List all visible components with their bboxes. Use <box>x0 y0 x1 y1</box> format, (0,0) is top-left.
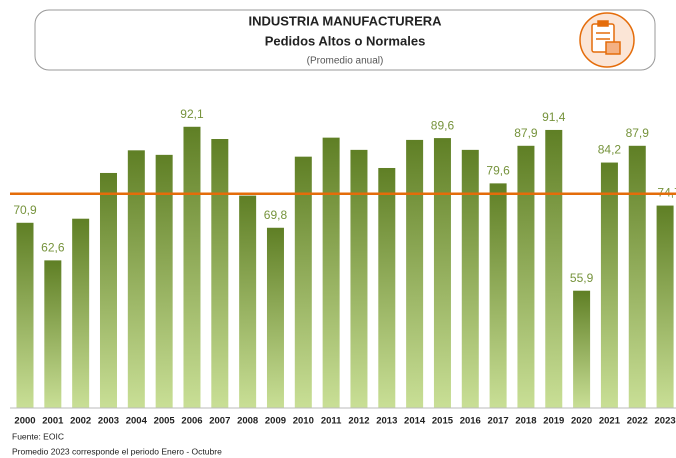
bar <box>127 150 145 408</box>
x-tick-label: 2022 <box>627 416 648 427</box>
bar <box>211 139 229 408</box>
bar <box>183 126 201 409</box>
bar <box>433 138 451 408</box>
bar <box>378 167 396 408</box>
x-tick-label: 2021 <box>599 416 621 427</box>
bar <box>545 129 563 408</box>
data-label: 87,9 <box>514 126 538 140</box>
bar <box>573 290 591 408</box>
data-label: 62,6 <box>41 241 65 255</box>
x-tick-label: 2006 <box>181 416 202 427</box>
chart-subtitle: Pedidos Altos o Normales <box>265 33 426 48</box>
x-tick-label: 2016 <box>460 416 481 427</box>
data-label: 84,2 <box>598 143 622 157</box>
x-tick-label: 2002 <box>70 416 91 427</box>
x-tick-label: 2018 <box>515 416 536 427</box>
x-tick-label: 2015 <box>432 416 454 427</box>
data-label: 69,8 <box>264 208 288 222</box>
data-label: 92,1 <box>180 107 204 121</box>
unit-note: (Promedio anual) <box>307 56 384 67</box>
bar <box>155 154 173 408</box>
icon <box>579 12 635 68</box>
bar <box>16 222 34 408</box>
x-tick-label: 2008 <box>237 416 258 427</box>
x-tick-label: 2012 <box>348 416 369 427</box>
x-tick-label: 2013 <box>376 416 397 427</box>
bar <box>294 156 312 408</box>
footnote: Fuente: EOIC <box>12 431 64 441</box>
data-label: 89,6 <box>431 118 455 132</box>
x-tick-label: 2017 <box>488 416 509 427</box>
bar <box>350 149 368 408</box>
x-tick-label: 2003 <box>98 416 119 427</box>
x-tick-label: 2011 <box>321 416 342 427</box>
bar <box>72 218 90 408</box>
bar <box>600 162 618 408</box>
x-tick-label: 2007 <box>209 416 230 427</box>
bar <box>44 260 62 408</box>
x-tick-label: 2009 <box>265 416 286 427</box>
bar <box>656 205 674 408</box>
x-tick-label: 2004 <box>126 416 148 427</box>
bar <box>517 145 535 408</box>
bar <box>322 137 340 408</box>
x-tick-label: 2014 <box>404 416 426 427</box>
bar <box>628 145 646 408</box>
bar <box>406 139 424 408</box>
bar <box>489 183 507 408</box>
bar <box>461 149 479 408</box>
data-label: 79,6 <box>486 164 510 178</box>
footnote: Promedio 2023 corresponde el periodo Ene… <box>12 446 222 456</box>
x-tick-label: 2020 <box>571 416 592 427</box>
bar <box>239 195 257 408</box>
x-tick-label: 2023 <box>655 416 676 427</box>
title-box <box>34 9 656 71</box>
data-label: 87,9 <box>626 126 650 140</box>
x-tick-label: 2000 <box>14 416 35 427</box>
x-tick-label: 2005 <box>154 416 176 427</box>
bar <box>266 227 284 408</box>
x-tick-label: 2010 <box>293 416 314 427</box>
x-tick-label: 2019 <box>543 416 564 427</box>
bar <box>99 172 117 408</box>
chart-title: INDUSTRIA MANUFACTURERA <box>248 13 442 28</box>
x-tick-label: 2001 <box>42 416 64 427</box>
data-label: 55,9 <box>570 271 594 285</box>
data-label: 91,4 <box>542 110 566 124</box>
data-label: 70,9 <box>13 203 37 217</box>
